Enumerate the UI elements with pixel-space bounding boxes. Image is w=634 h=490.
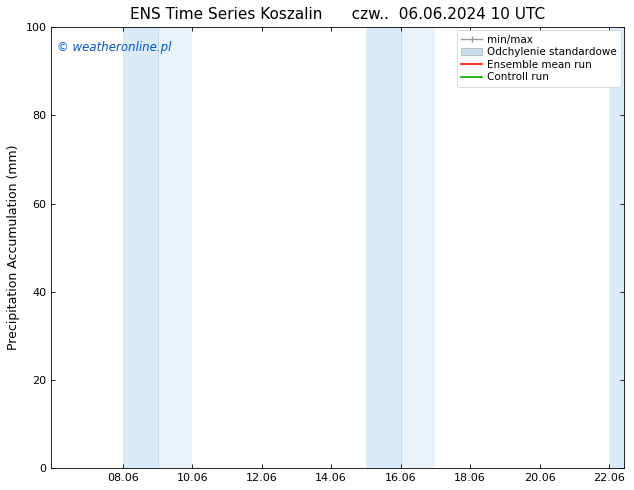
Bar (401, 27, 436, 468)
Title: ENS Time Series Koszalin      czw..  06.06.2024 10 UTC: ENS Time Series Koszalin czw.. 06.06.202… (130, 7, 545, 22)
Bar (609, 27, 624, 468)
Legend: min/max, Odchylenie standardowe, Ensemble mean run, Controll run: min/max, Odchylenie standardowe, Ensembl… (457, 30, 621, 87)
Bar (366, 27, 401, 468)
Bar (123, 27, 158, 468)
Text: © weatheronline.pl: © weatheronline.pl (57, 41, 171, 53)
Y-axis label: Precipitation Accumulation (mm): Precipitation Accumulation (mm) (7, 145, 20, 350)
Bar (158, 27, 192, 468)
